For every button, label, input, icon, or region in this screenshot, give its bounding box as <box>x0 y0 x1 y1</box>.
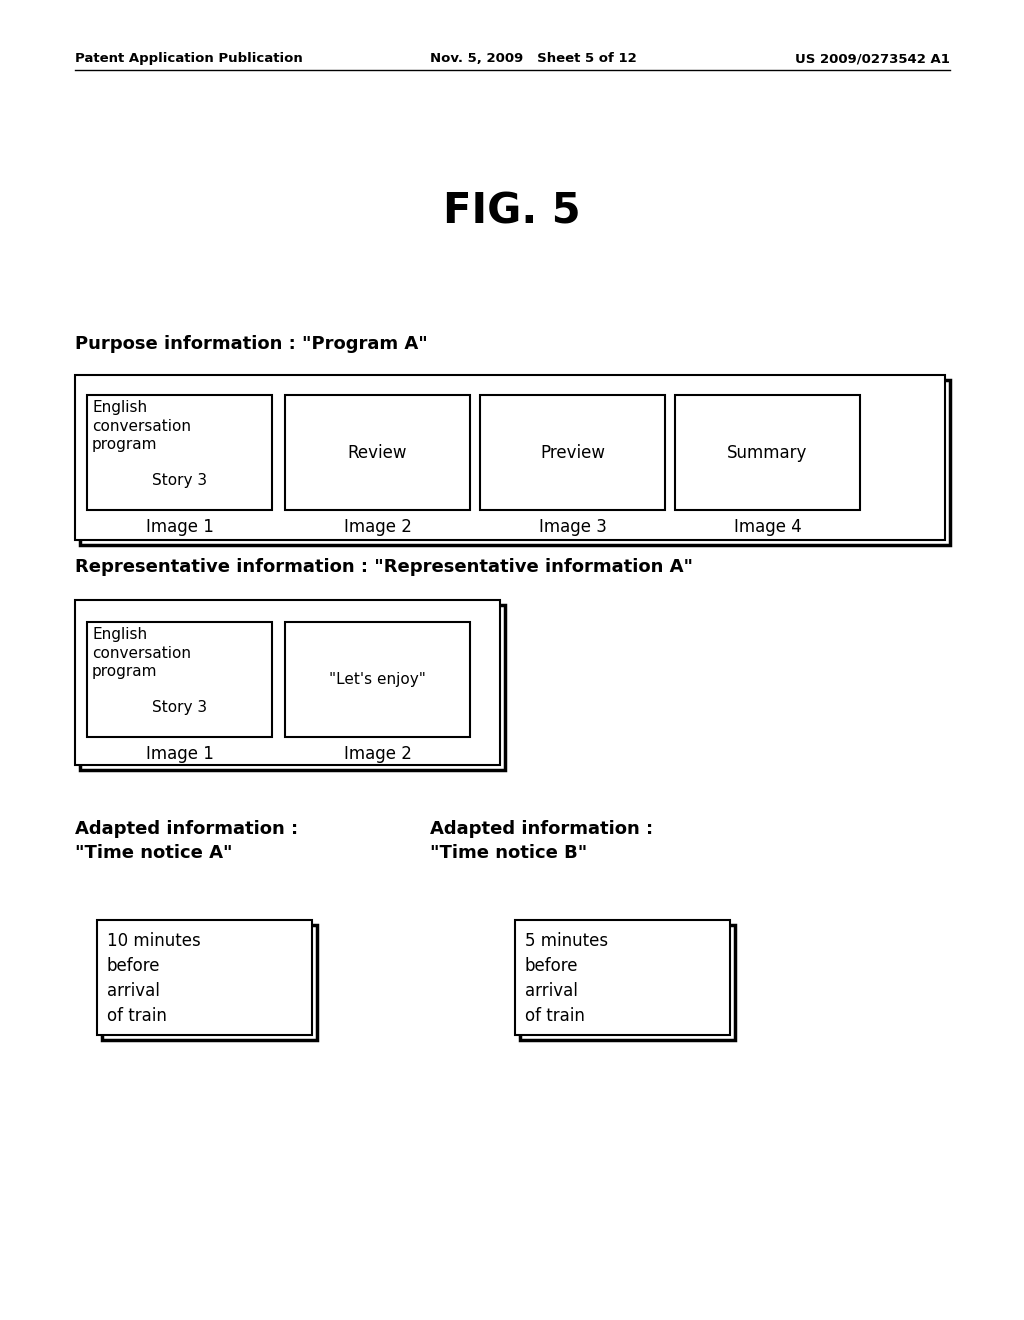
Text: English
conversation
program: English conversation program <box>92 400 191 453</box>
Text: Story 3: Story 3 <box>152 700 207 715</box>
Bar <box>87 395 272 510</box>
Text: 5 minutes
before
arrival
of train: 5 minutes before arrival of train <box>525 932 608 1026</box>
Text: Adapted information :
"Time notice A": Adapted information : "Time notice A" <box>75 820 298 862</box>
Bar <box>102 925 317 1040</box>
Text: Story 3: Story 3 <box>152 473 207 488</box>
Bar <box>515 920 730 1035</box>
Text: 10 minutes
before
arrival
of train: 10 minutes before arrival of train <box>106 932 201 1026</box>
Text: Image 1: Image 1 <box>145 517 213 536</box>
Text: English
conversation
program: English conversation program <box>92 627 191 680</box>
Text: Image 4: Image 4 <box>733 517 802 536</box>
Text: Representative information : "Representative information A": Representative information : "Representa… <box>75 558 693 576</box>
Text: FIG. 5: FIG. 5 <box>443 190 581 232</box>
Bar <box>675 395 860 510</box>
Text: Image 1: Image 1 <box>145 744 213 763</box>
Bar <box>80 605 505 770</box>
Text: Adapted information :
"Time notice B": Adapted information : "Time notice B" <box>430 820 653 862</box>
Bar <box>520 925 735 1040</box>
Bar <box>97 920 312 1035</box>
Text: Review: Review <box>348 444 408 462</box>
Bar <box>87 622 272 737</box>
Bar <box>480 395 665 510</box>
Text: Summary: Summary <box>727 444 808 462</box>
Text: Nov. 5, 2009   Sheet 5 of 12: Nov. 5, 2009 Sheet 5 of 12 <box>430 51 637 65</box>
Text: "Let's enjoy": "Let's enjoy" <box>329 672 426 686</box>
Bar <box>75 601 500 766</box>
Text: Patent Application Publication: Patent Application Publication <box>75 51 303 65</box>
Text: Preview: Preview <box>540 444 605 462</box>
Bar <box>285 395 470 510</box>
Bar <box>80 380 950 545</box>
Bar <box>75 375 945 540</box>
Text: Image 2: Image 2 <box>344 744 412 763</box>
Text: Purpose information : "Program A": Purpose information : "Program A" <box>75 335 428 352</box>
Bar <box>285 622 470 737</box>
Text: Image 3: Image 3 <box>539 517 606 536</box>
Text: US 2009/0273542 A1: US 2009/0273542 A1 <box>795 51 950 65</box>
Text: Image 2: Image 2 <box>344 517 412 536</box>
